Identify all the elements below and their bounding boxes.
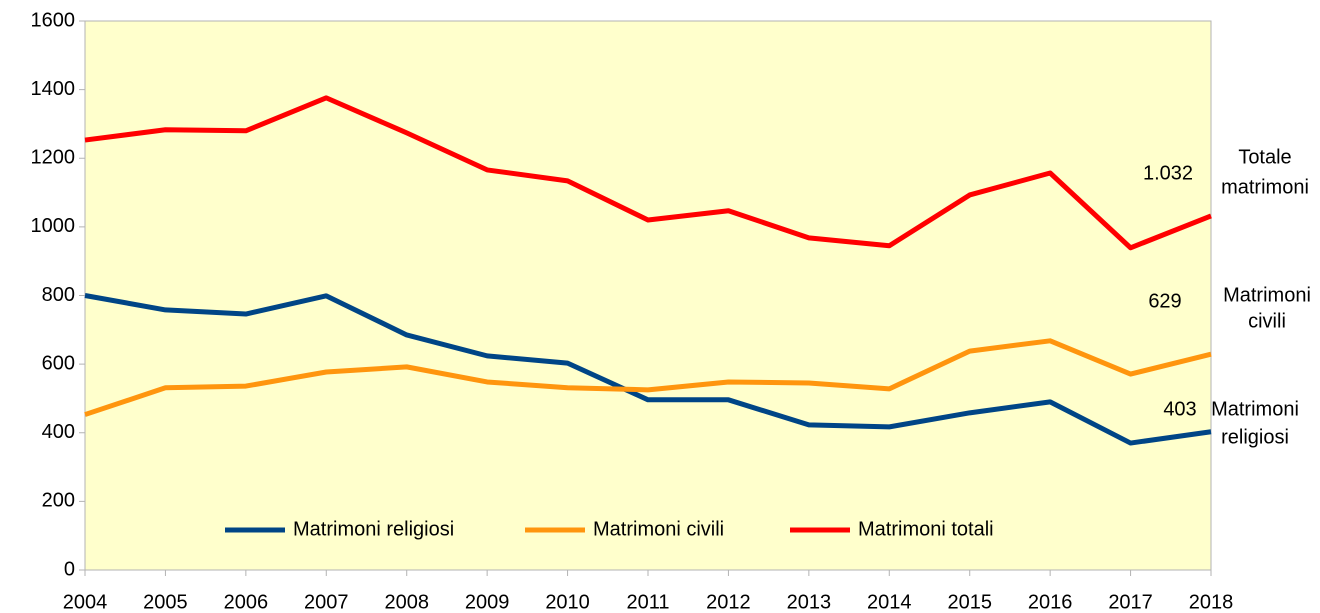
legend-label: Matrimoni totali bbox=[858, 518, 994, 540]
x-tick-label: 2006 bbox=[224, 591, 269, 613]
y-tick-label: 1600 bbox=[31, 9, 76, 31]
plot-area bbox=[84, 20, 1212, 571]
y-tick-label: 400 bbox=[42, 421, 75, 443]
end-label: religiosi bbox=[1221, 426, 1289, 448]
value-label: 403 bbox=[1163, 398, 1196, 420]
y-tick-label: 800 bbox=[42, 284, 75, 306]
end-label: Totale bbox=[1238, 146, 1291, 168]
end-label: Matrimoni bbox=[1211, 398, 1299, 420]
y-tick-label: 1200 bbox=[31, 147, 76, 169]
x-tick-label: 2014 bbox=[867, 591, 912, 613]
y-tick-label: 200 bbox=[42, 490, 75, 512]
value-label: 1.032 bbox=[1143, 162, 1193, 184]
end-label: civili bbox=[1248, 310, 1286, 332]
end-label: Matrimoni bbox=[1223, 284, 1311, 306]
value-label: 629 bbox=[1148, 290, 1181, 312]
x-tick-label: 2011 bbox=[626, 591, 669, 613]
x-tick-label: 2018 bbox=[1189, 591, 1234, 613]
series-line bbox=[84, 338, 1212, 417]
y-tick-label: 1000 bbox=[31, 215, 76, 237]
y-tick-label: 1400 bbox=[31, 78, 76, 100]
x-tick-label: 2008 bbox=[384, 591, 429, 613]
x-tick-label: 2004 bbox=[63, 591, 108, 613]
x-tick-label: 2015 bbox=[947, 591, 992, 613]
x-tick-label: 2009 bbox=[465, 591, 510, 613]
x-tick-label: 2007 bbox=[304, 591, 349, 613]
y-tick-label: 0 bbox=[64, 558, 75, 580]
x-tick-label: 2013 bbox=[787, 591, 832, 613]
series-line bbox=[84, 95, 1212, 251]
legend-label: Matrimoni religiosi bbox=[293, 518, 454, 540]
series-line bbox=[84, 293, 1212, 446]
x-tick-label: 2010 bbox=[545, 591, 590, 613]
x-tick-label: 2005 bbox=[143, 591, 188, 613]
x-tick-label: 2012 bbox=[706, 591, 751, 613]
x-tick-label: 2016 bbox=[1028, 591, 1073, 613]
x-tick-label: 2017 bbox=[1108, 591, 1153, 613]
end-label: matrimoni bbox=[1221, 176, 1309, 198]
y-tick-label: 600 bbox=[42, 352, 75, 374]
legend-label: Matrimoni civili bbox=[593, 518, 724, 540]
